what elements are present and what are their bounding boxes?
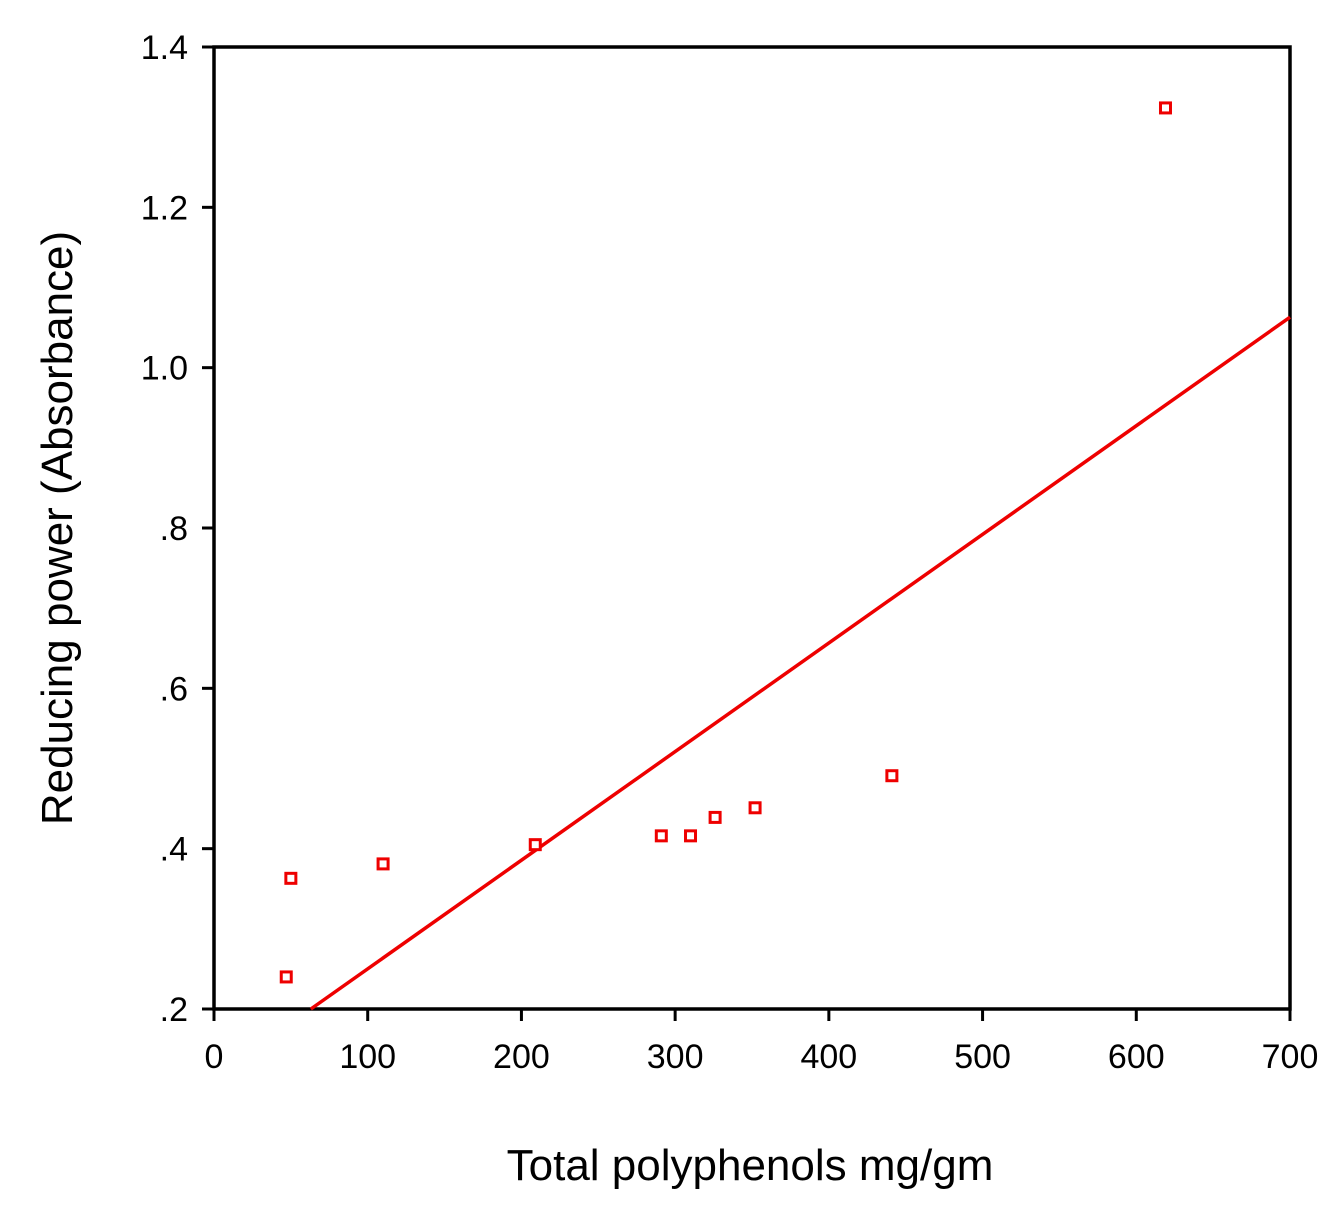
data-point (279, 970, 293, 984)
x-axis-title: Total polyphenols mg/gm (507, 1141, 994, 1190)
data-point (684, 829, 698, 843)
y-tick-label: .8 (160, 510, 188, 548)
x-tick-label: 400 (800, 1038, 857, 1076)
y-tick-label: 1.2 (141, 189, 188, 227)
data-point (284, 871, 298, 885)
data-points (279, 101, 1172, 984)
data-point (1158, 101, 1172, 115)
x-tick-label: 0 (205, 1038, 224, 1076)
y-tick-label: 1.4 (141, 29, 188, 67)
data-point (748, 801, 762, 815)
x-tick-label: 200 (493, 1038, 550, 1076)
x-tick-label: 100 (339, 1038, 396, 1076)
plot-frame (212, 45, 1292, 1011)
data-point (885, 769, 899, 783)
regression-line (309, 315, 1292, 1011)
x-tick-label: 300 (647, 1038, 704, 1076)
y-tick-label: .4 (160, 831, 188, 869)
data-point (654, 829, 668, 843)
regression-line-group (309, 315, 1292, 1011)
x-tick-label: 500 (954, 1038, 1011, 1076)
y-tick-label: .2 (160, 991, 188, 1029)
x-tick-label: 700 (1262, 1038, 1319, 1076)
data-point (376, 857, 390, 871)
x-tick-label: 600 (1108, 1038, 1165, 1076)
data-point (708, 810, 722, 824)
data-point (528, 838, 542, 852)
y-tick-label: .6 (160, 670, 188, 708)
y-axis-title: Reducing power (Absorbance) (33, 231, 82, 825)
axis-ticks: 0 100 200 300 400 500 600 700 .2 .4 .6 .8 1.0 1.2 1.4 (141, 29, 1319, 1076)
plot-border (212, 45, 1292, 1011)
y-tick-label: 1.0 (141, 350, 188, 388)
